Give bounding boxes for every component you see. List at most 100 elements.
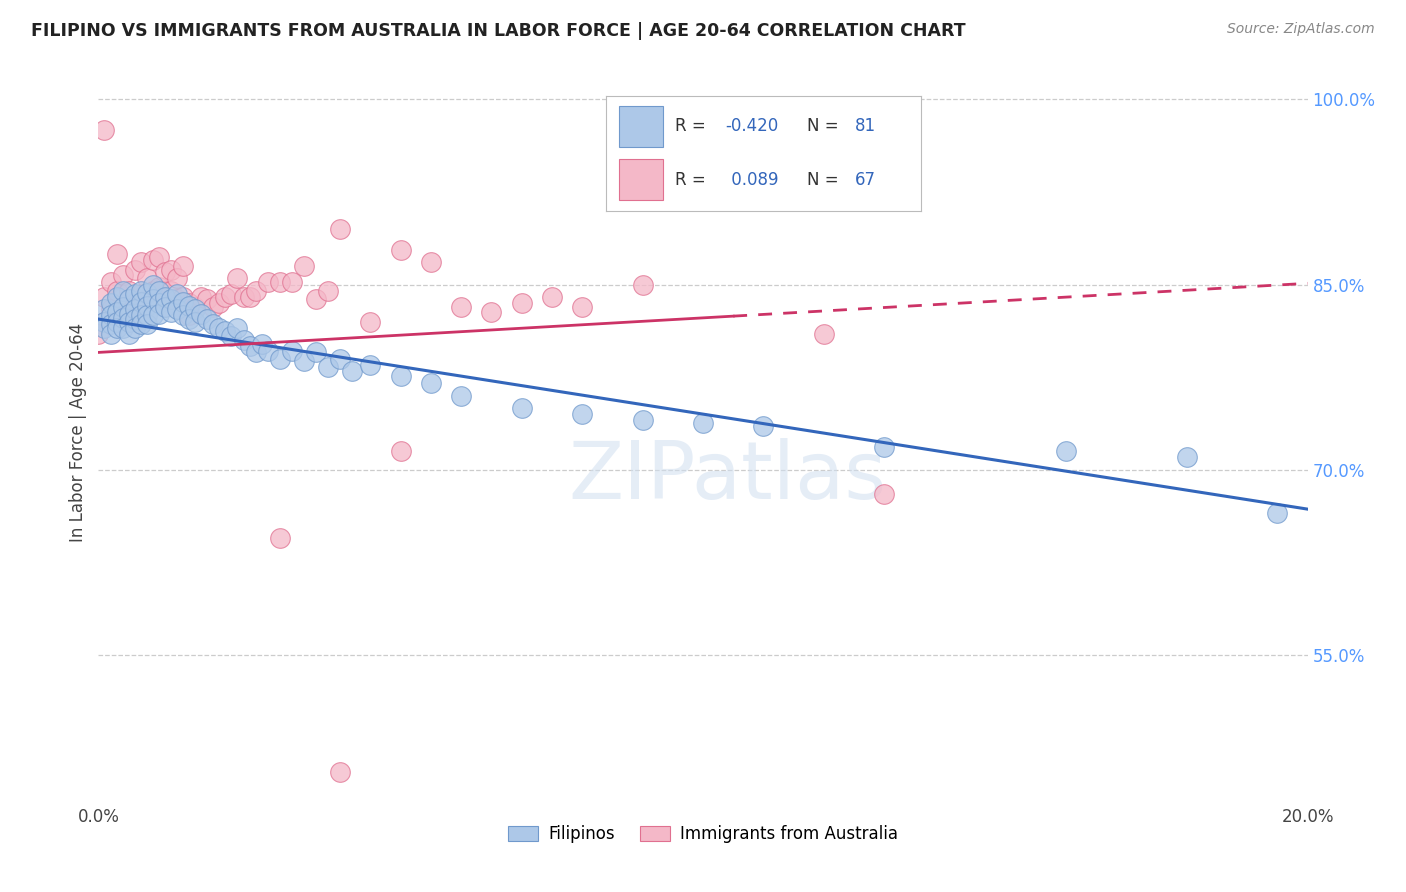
Point xyxy=(245,345,267,359)
Point xyxy=(221,329,243,343)
Point xyxy=(752,419,775,434)
Point xyxy=(148,296,170,310)
Point xyxy=(129,255,152,269)
Point xyxy=(148,251,170,265)
Point xyxy=(420,255,443,269)
Point xyxy=(184,315,207,329)
Point xyxy=(450,300,472,314)
Point xyxy=(256,275,278,289)
Point xyxy=(142,293,165,307)
Point xyxy=(105,304,128,318)
Point xyxy=(250,336,273,351)
Point xyxy=(87,326,110,341)
Point xyxy=(214,290,236,304)
Point xyxy=(105,320,128,334)
Point xyxy=(316,284,339,298)
Point xyxy=(142,252,165,267)
Point xyxy=(179,299,201,313)
Point xyxy=(160,304,183,318)
Point xyxy=(281,344,304,359)
Point xyxy=(105,290,128,304)
Text: ZIPatlas: ZIPatlas xyxy=(568,438,886,516)
Point xyxy=(202,317,225,331)
Point xyxy=(540,290,562,304)
Point xyxy=(510,296,533,310)
Point xyxy=(160,293,183,307)
Point xyxy=(100,309,122,323)
Point xyxy=(153,265,176,279)
Point xyxy=(166,302,188,317)
Point xyxy=(184,300,207,314)
Point xyxy=(202,300,225,314)
Point xyxy=(631,277,654,292)
Point xyxy=(179,312,201,326)
Point xyxy=(93,315,115,329)
Point xyxy=(166,287,188,301)
Point xyxy=(111,320,134,334)
Point xyxy=(105,246,128,260)
Point xyxy=(118,326,141,341)
Point xyxy=(292,354,315,368)
Point xyxy=(269,531,291,545)
Point xyxy=(179,296,201,310)
Point xyxy=(142,277,165,292)
Point xyxy=(135,286,157,301)
Point xyxy=(692,142,714,156)
Point xyxy=(118,293,141,307)
Point xyxy=(124,287,146,301)
Point xyxy=(269,351,291,366)
Point xyxy=(129,284,152,298)
Legend: Filipinos, Immigrants from Australia: Filipinos, Immigrants from Australia xyxy=(502,819,904,850)
Point xyxy=(118,284,141,298)
Point xyxy=(93,320,115,334)
Point xyxy=(100,326,122,341)
Point xyxy=(232,290,254,304)
Point xyxy=(172,294,194,309)
Point xyxy=(172,309,194,323)
Point xyxy=(129,317,152,331)
Point xyxy=(481,304,503,318)
Point xyxy=(129,287,152,301)
Point xyxy=(166,293,188,307)
Point xyxy=(232,333,254,347)
Point xyxy=(135,309,157,323)
Point xyxy=(100,275,122,289)
Point xyxy=(166,271,188,285)
Point xyxy=(1175,450,1198,465)
Point xyxy=(1267,506,1289,520)
Point xyxy=(208,320,231,334)
Point xyxy=(111,300,134,314)
Point xyxy=(329,764,352,779)
Point xyxy=(111,268,134,282)
Point xyxy=(118,307,141,321)
Point xyxy=(118,315,141,329)
Point xyxy=(269,275,291,289)
Point xyxy=(172,290,194,304)
Point xyxy=(93,123,115,137)
Point xyxy=(142,309,165,323)
Point xyxy=(226,271,249,285)
Point xyxy=(93,315,115,329)
Point xyxy=(100,317,122,331)
Point xyxy=(813,326,835,341)
Point xyxy=(142,284,165,298)
Point xyxy=(148,284,170,298)
Point xyxy=(135,271,157,285)
Point xyxy=(160,284,183,298)
Point xyxy=(190,290,212,304)
Point xyxy=(571,300,593,314)
Point xyxy=(195,293,218,307)
Point xyxy=(111,284,134,298)
Point xyxy=(873,441,896,455)
Point xyxy=(292,259,315,273)
Point xyxy=(124,262,146,277)
Point xyxy=(342,364,364,378)
Point xyxy=(135,317,157,331)
Point xyxy=(873,487,896,501)
Point xyxy=(153,290,176,304)
Point xyxy=(1054,444,1077,458)
Point xyxy=(450,388,472,402)
Point xyxy=(329,351,352,366)
Point xyxy=(692,416,714,430)
Point xyxy=(305,293,328,307)
